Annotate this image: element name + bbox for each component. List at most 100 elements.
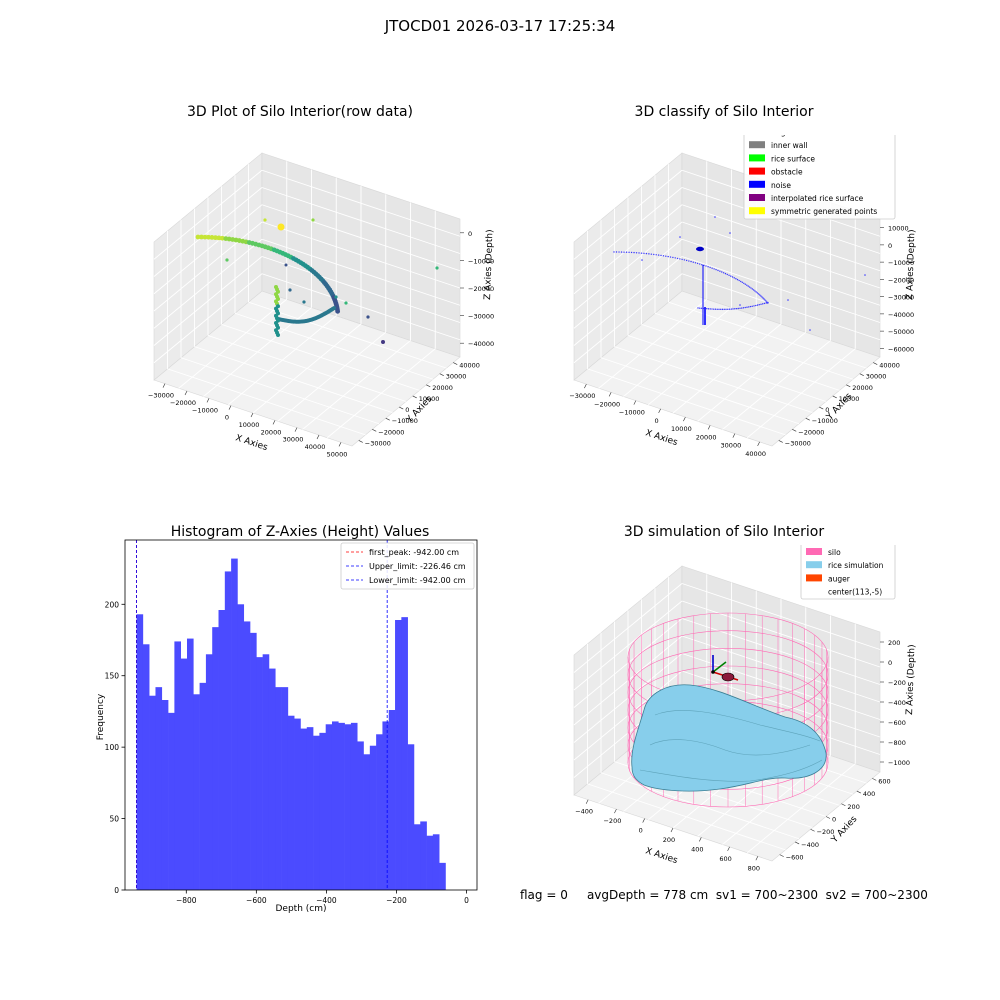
panel3-axes: −800 −600 −400 −200 0 0 50 100 150 200 [105,539,478,905]
histogram-bar [186,638,194,890]
data-point [277,223,285,231]
z-tick-label: −10000 [888,259,914,267]
noise-point [809,329,811,331]
y-tick-label: 0 [114,886,119,895]
y-tick [859,373,864,376]
noise-point [757,293,760,295]
histogram-bar [344,724,352,890]
noise-point [717,269,719,272]
data-point [216,235,222,241]
auger-axis-y [712,661,727,673]
legend-label: interpolated rice surface [771,194,864,203]
data-point [263,218,267,222]
noise-point [864,274,866,276]
x-tick [670,827,674,833]
noise-point [667,255,669,258]
x-tick-label: 10000 [671,425,692,433]
noise-point [738,279,740,282]
z-tick-label: −20000 [468,285,494,293]
legend-swatch [749,207,765,215]
x-tick-label: −600 [246,896,267,905]
histogram-bar [218,610,226,890]
z-tick-label: 0 [888,242,892,250]
legend-label: noise [771,181,791,190]
y-tick [779,854,784,857]
status-footer: flag = 0 avgDepth = 778 cm sv1 = 700~230… [520,888,928,902]
noise-point [641,259,643,261]
y-tick [872,778,877,781]
y-tick [810,828,815,832]
data-point [366,315,370,319]
noise-point [763,302,766,305]
noise-point [726,273,728,276]
z-tick-label: −800 [888,739,906,747]
noise-point [620,251,623,253]
data-point [332,306,336,311]
avg-depth-text: avgDepth = 778 cm sv1 = 700~2300 sv2 = 7… [586,888,928,902]
data-point [195,234,201,240]
noise-point [755,304,757,307]
y-tick [873,362,878,365]
histogram-bar [357,741,364,890]
histogram-bar [237,604,245,890]
histogram-bar [376,734,383,890]
data-point [381,340,385,344]
figure-title: JTOCD01 2026-03-17 17:25:34 [384,17,616,35]
histogram-bar [168,712,175,890]
y-tick [453,362,458,365]
rice-contour [649,739,811,756]
noise-point [756,292,759,294]
y-tick-label: −400 [801,841,819,849]
gridline [681,600,881,668]
x-tick-label: 200 [663,836,675,844]
data-point [202,234,208,240]
noise-point [750,287,752,289]
histogram-bar [161,700,169,890]
legend-label: inner wall [771,141,808,150]
y-tick [439,373,444,376]
noise-point [643,252,645,255]
gridline [573,187,683,277]
legend-label: first_peak: -942.00 cm [369,548,459,557]
y-tick [792,429,797,432]
panel1-data-points [195,218,439,344]
panel4-title: 3D simulation of Silo Interior [623,524,825,540]
gridline [573,204,683,295]
gridline [261,204,461,272]
data-point [206,234,211,240]
noise-point [711,308,713,310]
data-point [213,235,218,241]
panel2-ticks: −30000−20000−10000010000200003000040000−… [569,225,914,458]
panel3-xlabel: Depth (cm) [275,904,326,914]
y-tick-label: −200 [817,828,835,836]
noise-point [660,254,662,257]
gridline [746,348,856,439]
noise-point [716,308,718,310]
legend-swatch [749,180,765,188]
y-tick-label: 50 [109,815,119,824]
noise-point [727,308,729,310]
noise-point [760,295,762,297]
noise-point [754,290,756,292]
noise-point [729,232,731,234]
noise-point [648,253,650,255]
x-tick [608,392,612,397]
x-tick [755,856,759,861]
noise-point [746,306,748,308]
gridline [681,583,881,650]
z-tick-label: 0 [888,659,892,667]
noise-point [683,259,686,261]
noise-point [765,302,767,304]
x-tick [206,398,210,403]
histogram-bar [224,571,232,890]
rice-surface [631,684,827,792]
noise-point [615,251,618,253]
noise-cluster [696,246,704,252]
noise-point [759,294,761,296]
panel3-title: Histogram of Z-Axies (Height) Values [170,524,430,540]
z-tick-label: −400 [888,699,906,707]
noise-point [709,266,711,269]
noise-point [736,278,739,281]
y-tick-label: 150 [105,672,120,681]
histogram-bar [388,710,396,890]
